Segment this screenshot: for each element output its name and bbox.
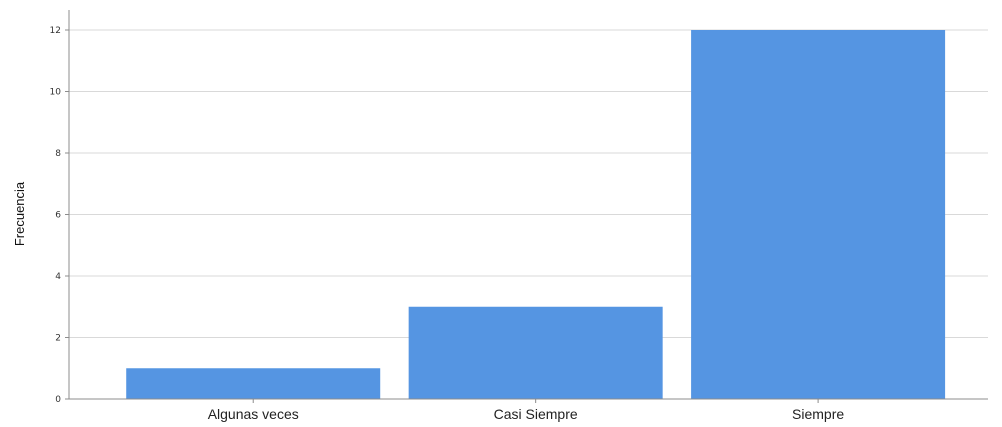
axes [65, 10, 988, 403]
y-tick-label: 6 [55, 211, 61, 221]
bar [126, 368, 381, 399]
y-tick-label: 4 [55, 272, 61, 282]
x-tick-labels: Algunas veces Casi Siempre Siempre [208, 406, 845, 422]
y-tick-label: 0 [55, 395, 61, 405]
x-tick-label: Siempre [792, 406, 844, 422]
y-tick-label: 8 [55, 149, 61, 159]
y-tick-label: 2 [55, 334, 61, 344]
bars [126, 30, 946, 399]
y-tick-label: 12 [50, 26, 61, 36]
bar [691, 30, 946, 399]
x-tick-label: Casi Siempre [494, 406, 578, 422]
x-tick-label: Algunas veces [208, 406, 299, 422]
y-axis-title: Frecuencia [12, 181, 27, 246]
y-tick-labels: 0 2 4 6 8 10 12 [50, 26, 62, 405]
y-tick-label: 10 [50, 88, 62, 98]
bar [408, 306, 663, 399]
